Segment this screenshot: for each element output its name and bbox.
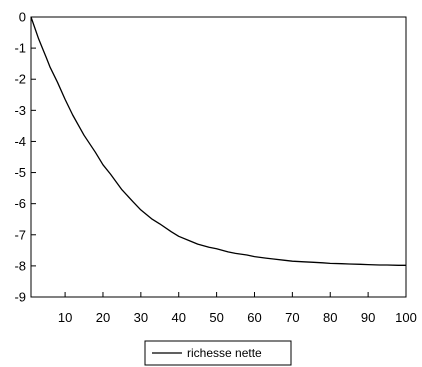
y-tick-label: -1: [14, 41, 26, 56]
series-layer: [30, 16, 406, 266]
y-tick-label: -7: [14, 227, 26, 242]
x-tick-label: 80: [323, 310, 337, 325]
y-tick-label: -3: [14, 103, 26, 118]
plot-area: [30, 16, 407, 298]
y-tick-label: -8: [14, 258, 26, 273]
y-tick-label: -9: [14, 290, 26, 305]
y-tick-label: -6: [14, 196, 26, 211]
x-tick-label: 60: [247, 310, 261, 325]
legend-box: [144, 340, 292, 366]
legend: richesse nette: [144, 340, 292, 366]
y-tick-label: -2: [14, 72, 26, 87]
y-axis: 0 -1 -2 -3 -4 -5 -6 -7 -8 -9: [14, 10, 36, 305]
x-tick-label: 100: [395, 310, 417, 325]
x-tick-label: 10: [58, 310, 72, 325]
legend-label: richesse nette: [187, 346, 262, 360]
x-tick-label: 30: [134, 310, 148, 325]
series-line-richesse-nette: [30, 16, 406, 266]
x-tick-label: 90: [361, 310, 375, 325]
y-tick-label: 0: [19, 10, 26, 25]
x-tick-label: 50: [209, 310, 223, 325]
x-tick-label: 20: [96, 310, 110, 325]
x-tick-label: 70: [285, 310, 299, 325]
y-tick-label: -4: [14, 134, 26, 149]
x-tick-label: 40: [171, 310, 185, 325]
y-tick-label: -5: [14, 165, 26, 180]
x-axis: 10 20 30 40 50 60 70 80 90 100: [58, 292, 417, 325]
